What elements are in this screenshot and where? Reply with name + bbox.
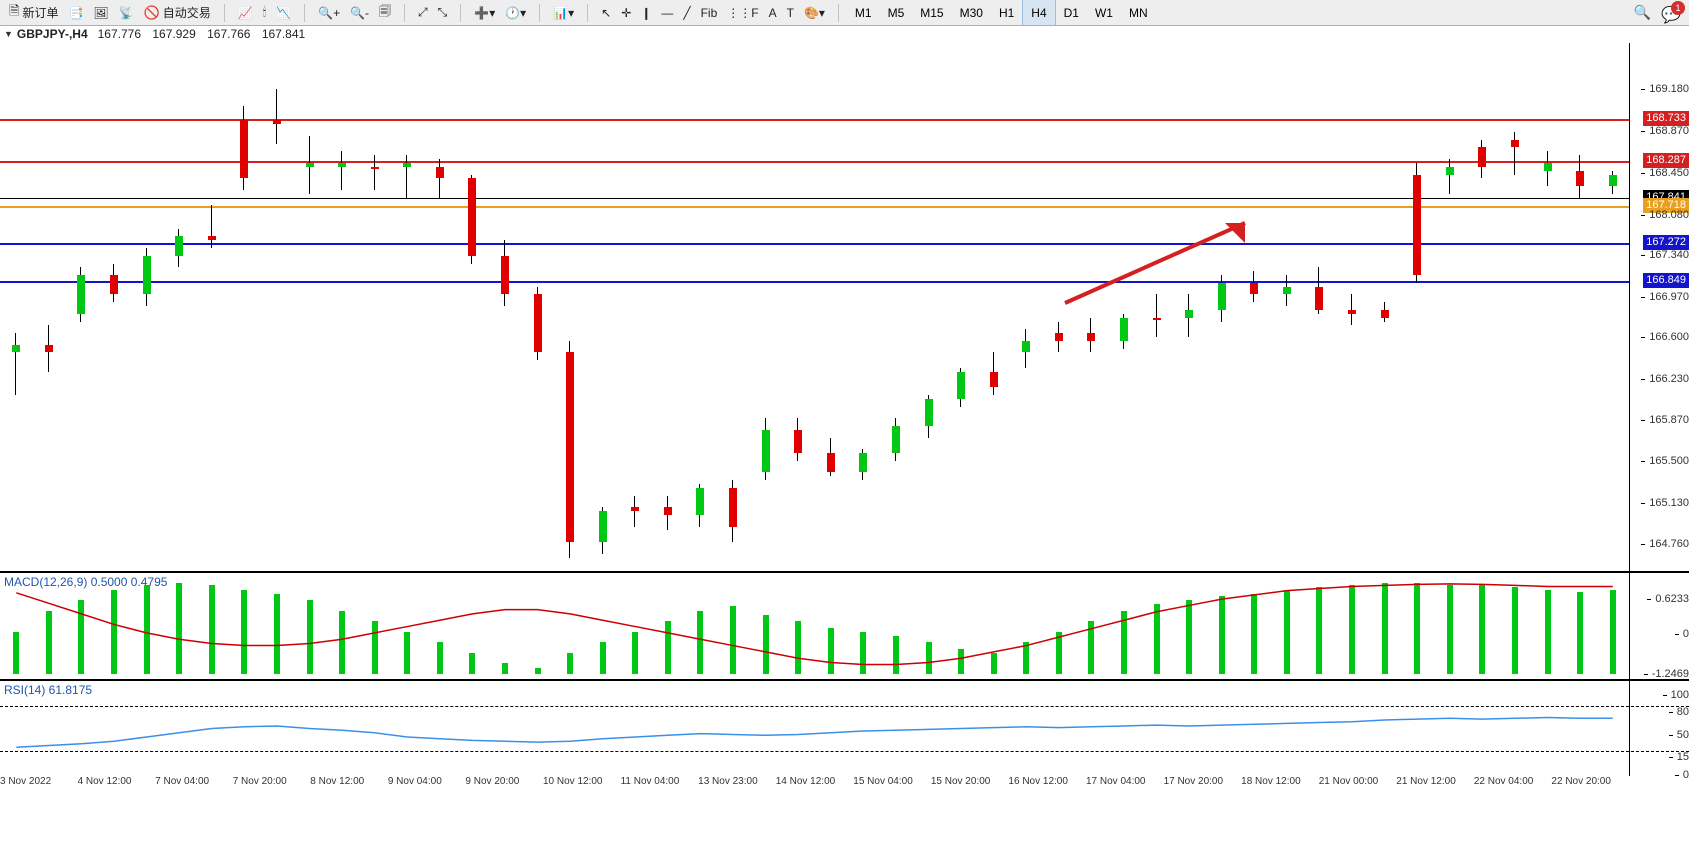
label-icon-button[interactable]: T: [782, 0, 799, 25]
date-tick-label: 15 Nov 04:00: [853, 776, 913, 787]
zoom-in-icon-button[interactable]: 🔍+: [313, 0, 345, 25]
price-tag-168287[interactable]: 168.287: [1643, 153, 1689, 168]
text-icon-button[interactable]: A: [764, 0, 782, 25]
axis-scale-icon-button[interactable]: ⤢: [413, 0, 433, 25]
search-icon[interactable]: 🔍: [1634, 4, 1651, 21]
crosshair-icon-button[interactable]: ✛: [616, 0, 636, 25]
templates-icon-button[interactable]: 📊▾: [548, 0, 579, 25]
add-new-icon-button[interactable]: ➕▾: [469, 0, 500, 25]
date-tick-label: 11 Nov 04:00: [621, 776, 680, 787]
price-chart-panel[interactable]: 168.733 168.287 167.841 167.718 167.272 …: [0, 43, 1689, 573]
zoom-out-icon-button[interactable]: 🔍-: [345, 0, 374, 25]
price-tag-166849[interactable]: 166.849: [1643, 273, 1689, 288]
rsi-line[interactable]: [0, 681, 1629, 776]
toolbar-divider3: [404, 4, 405, 22]
timeframe-controls: M1 M5 M15 M30 H1 H4 D1 W1 MN: [843, 0, 1160, 25]
ohlc-values: 167.776 167.929 167.766 167.841: [98, 27, 314, 41]
price-tag-168733[interactable]: 168.733: [1643, 111, 1689, 126]
uptrend-arrow-annotation[interactable]: [1060, 218, 1260, 308]
tf-m30[interactable]: M30: [952, 0, 991, 25]
macd-signal-line: [0, 573, 1629, 681]
rsi-panel[interactable]: RSI(14) 61.8175 100 80 50 15 0 3 Nov 202…: [0, 681, 1689, 776]
auto-trade-icon: 🚫: [144, 5, 160, 21]
macd-panel[interactable]: MACD(12,26,9) 0.5000 0.4795 0.6233 0 -1.…: [0, 573, 1689, 681]
symbol-label: GBPJPY-,H4: [17, 27, 88, 41]
main-toolbar: 🗎 新订单 📑 🖼 📡 🚫 自动交易 📈 🕯 📉 🔍+ 🔍- 🗐 ⤢ ⤡ ➕▾ …: [0, 0, 1689, 26]
date-tick-label: 16 Nov 12:00: [1008, 776, 1068, 787]
date-tick-label: 17 Nov 04:00: [1086, 776, 1146, 787]
list-view-icon-button[interactable]: 🗐: [374, 0, 396, 25]
tf-mn[interactable]: MN: [1121, 0, 1156, 25]
line-chart-icon-button[interactable]: 📉: [271, 0, 296, 25]
bar-chart-icon-button[interactable]: 📈: [233, 0, 258, 25]
tf-h4[interactable]: H4: [1022, 0, 1055, 25]
macd-axis: 0.6233 0 -1.2469: [1629, 573, 1689, 679]
date-tick-label: 22 Nov 04:00: [1474, 776, 1534, 787]
tf-h1[interactable]: H1: [991, 0, 1022, 25]
axis-scale2-icon-button[interactable]: ⤡: [433, 0, 453, 25]
drawing-controls: ↖ ✛ ❙ — ╱ Fib ⋮⋮F A T 🎨▾: [592, 0, 834, 25]
chart-symbol-header: ▼ GBPJPY-,H4 167.776 167.929 167.766 167…: [0, 26, 1689, 43]
order-controls: 🗎 新订单 📑 🖼 📡 🚫 自动交易: [0, 0, 220, 25]
tf-w1[interactable]: W1: [1087, 0, 1121, 25]
tf-d1[interactable]: D1: [1056, 0, 1087, 25]
date-tick-label: 21 Nov 00:00: [1319, 776, 1379, 787]
cursor-icon-button[interactable]: ↖: [596, 0, 616, 25]
zoom-controls: 🔍+ 🔍- 🗐: [309, 0, 400, 25]
date-tick-label: 15 Nov 20:00: [931, 776, 991, 787]
date-tick-label: 13 Nov 23:00: [698, 776, 758, 787]
candlestick-chart-icon-button[interactable]: 🕯: [258, 0, 271, 25]
date-tick-label: 3 Nov 2022: [0, 776, 51, 787]
history-icon-button[interactable]: 🕐▾: [500, 0, 531, 25]
date-tick-label: 14 Nov 12:00: [776, 776, 836, 787]
macd-series[interactable]: [0, 573, 1629, 679]
new-order-icon: 🗎: [9, 2, 19, 24]
tf-m1[interactable]: M1: [847, 0, 880, 25]
candlestick-series[interactable]: [0, 43, 1629, 571]
toolbar-divider6: [587, 4, 588, 22]
chart-setup-icon-button[interactable]: 🖼: [88, 0, 113, 25]
fill-icon-button[interactable]: 🎨▾: [799, 0, 830, 25]
toolbar-divider: [224, 4, 225, 22]
vertical-line-icon-button[interactable]: ❙: [636, 0, 656, 25]
rsi-axis: 100 80 50 15 0: [1629, 681, 1689, 776]
tf-m5[interactable]: M5: [880, 0, 913, 25]
toolbar-divider7: [838, 4, 839, 22]
chart-dropdown-icon[interactable]: ▼: [4, 29, 13, 39]
scale-controls: ⤢ ⤡: [409, 0, 456, 25]
date-tick-label: 7 Nov 04:00: [155, 776, 209, 787]
dotted-icon-button[interactable]: ⋮⋮F: [722, 0, 763, 25]
templates-controls: 📊▾: [544, 0, 583, 25]
tools-icon-button[interactable]: 📑: [63, 0, 88, 25]
date-tick-label: 22 Nov 20:00: [1551, 776, 1611, 787]
date-tick-label: 18 Nov 12:00: [1241, 776, 1301, 787]
date-tick-label: 17 Nov 20:00: [1164, 776, 1224, 787]
date-tick-label: 21 Nov 12:00: [1396, 776, 1456, 787]
date-axis-labels: 3 Nov 2022 4 Nov 12:00 7 Nov 04:00 7 Nov 20…: [0, 776, 1629, 791]
toolbar-right-group: 🔍 💬 1: [1634, 0, 1681, 25]
fibonacci-icon-button[interactable]: Fib: [696, 0, 723, 25]
tf-m15[interactable]: M15: [912, 0, 951, 25]
chart-type-controls: 📈 🕯 📉: [229, 0, 300, 25]
date-tick-label: 4 Nov 12:00: [78, 776, 132, 787]
date-tick-label: 7 Nov 20:00: [233, 776, 287, 787]
toolbar-divider5: [539, 4, 540, 22]
notification-icon[interactable]: 💬 1: [1661, 5, 1681, 21]
toolbar-divider2: [304, 4, 305, 22]
horizontal-line-icon-button[interactable]: —: [656, 0, 678, 25]
price-tag-167272[interactable]: 167.272: [1643, 235, 1689, 250]
new-order-button[interactable]: 🗎 新订单: [4, 0, 63, 25]
trendline-icon-button[interactable]: ╱: [678, 0, 695, 25]
toolbar-divider4: [460, 4, 461, 22]
date-tick-label: 10 Nov 12:00: [543, 776, 603, 787]
date-tick-label: 9 Nov 20:00: [465, 776, 519, 787]
add-controls: ➕▾ 🕐▾: [465, 0, 535, 25]
date-tick-label: 9 Nov 04:00: [388, 776, 442, 787]
date-tick-label: 8 Nov 12:00: [310, 776, 364, 787]
rsi-series[interactable]: [0, 681, 1629, 776]
signal-icon-button[interactable]: 📡: [114, 0, 139, 25]
auto-trade-button[interactable]: 🚫 自动交易: [139, 0, 216, 25]
